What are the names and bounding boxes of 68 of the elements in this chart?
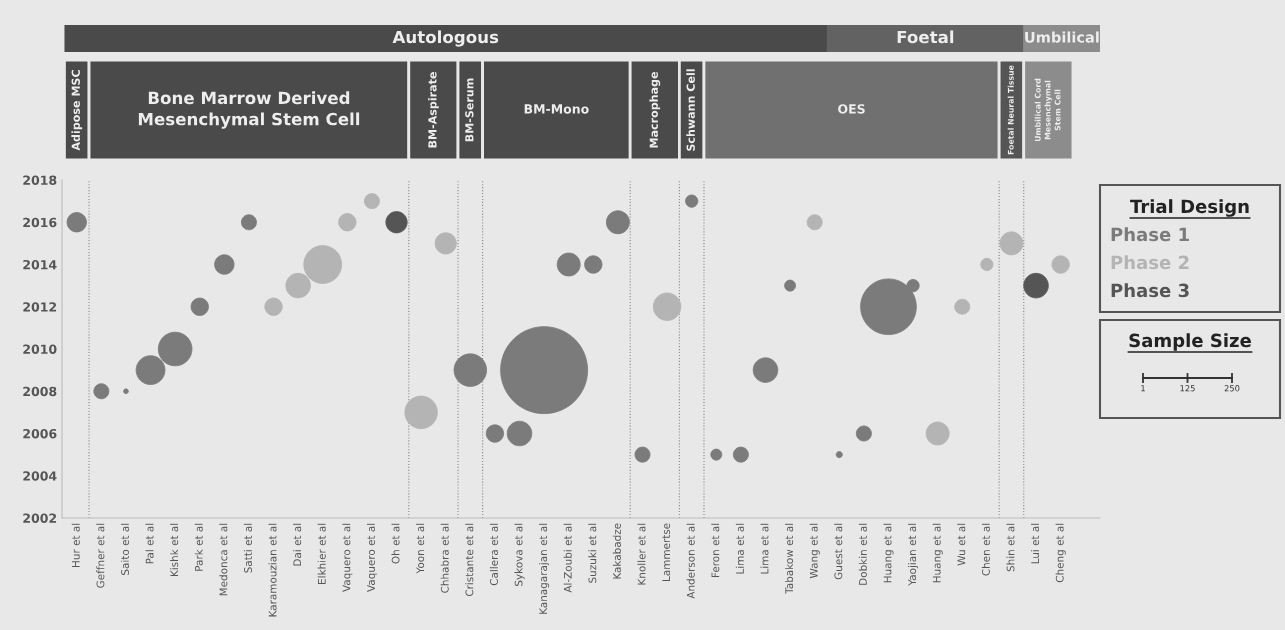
x-tick-label: Guest et al bbox=[834, 523, 843, 580]
y-tick-label: 2006 bbox=[23, 428, 57, 439]
x-tick-label: Dobkin et al bbox=[858, 523, 867, 585]
x-tick-label: Karamouzian et al bbox=[268, 523, 277, 617]
x-tick-label: Tabakow et al bbox=[785, 523, 794, 594]
text: Phase 3 bbox=[1111, 283, 1189, 298]
text: Adipose MSC bbox=[71, 70, 83, 151]
text: Macrophage bbox=[649, 71, 661, 148]
text: BM-Mono bbox=[524, 104, 589, 114]
x-tick-label: Sykova et al bbox=[514, 523, 525, 586]
x-tick-label: Anderson et al bbox=[686, 523, 695, 599]
y-tick-label: 2010 bbox=[23, 344, 57, 354]
x-tick-label: Lui et al bbox=[1031, 523, 1040, 564]
x-tick-label: Lima et al bbox=[760, 523, 769, 574]
text: OES bbox=[838, 104, 865, 114]
text: Phase 1 bbox=[1111, 227, 1189, 242]
x-tick-label: Geffner et al bbox=[96, 523, 105, 588]
x-tick-label: Lammertse bbox=[662, 523, 671, 581]
text: BM-Aspirate bbox=[428, 72, 439, 148]
x-tick-label: Medonca et al bbox=[219, 523, 228, 596]
x-tick-label: Shin et al bbox=[1006, 523, 1015, 572]
text: Schwann Cell bbox=[686, 69, 695, 151]
x-tick-label: Elkhier et al bbox=[317, 523, 326, 584]
y-tick-label: 2016 bbox=[23, 217, 57, 228]
y-tick-label: 2012 bbox=[23, 302, 57, 312]
x-tick-label: Lima et al bbox=[735, 523, 744, 574]
text: Bone Marrow Derived Mesenchymal Stem Cell bbox=[138, 91, 360, 129]
text: 125 bbox=[1180, 385, 1195, 392]
legend-title: Trial Design bbox=[1130, 199, 1249, 217]
x-tick-label: Knoller et al bbox=[637, 523, 646, 585]
text: 250 bbox=[1224, 385, 1240, 392]
x-tick-label: Vaquero et al bbox=[366, 523, 377, 592]
y-tick-label: 2002 bbox=[23, 513, 57, 523]
text: BM-Serum bbox=[465, 78, 474, 142]
x-tick-label: Al-Zoubi et al bbox=[563, 523, 572, 593]
y-tick-label: 2014 bbox=[23, 259, 57, 270]
x-tick-label: Dai et al bbox=[293, 523, 302, 566]
x-tick-label: Vaquero et al bbox=[342, 523, 353, 592]
y-tick-label: 2008 bbox=[23, 386, 57, 397]
x-tick-label: Kishk et al bbox=[170, 523, 179, 577]
x-tick-label: Wu et al bbox=[957, 523, 966, 566]
y-tick-label: 2004 bbox=[23, 471, 57, 481]
text: Sample Size bbox=[1129, 333, 1251, 351]
text: 1 bbox=[1141, 385, 1145, 392]
x-tick-label: Suzuki et al bbox=[588, 523, 597, 583]
x-tick-label: Cheng et al bbox=[1055, 523, 1066, 583]
x-tick-label: Kanagarajan et al bbox=[539, 523, 550, 614]
x-tick-label: Yoon et al bbox=[416, 523, 425, 574]
text: Autologous bbox=[392, 30, 499, 47]
x-tick-label: Wang et al bbox=[809, 523, 820, 579]
x-tick-label: Yaojian et al bbox=[908, 523, 919, 586]
x-tick-label: Satti et al bbox=[243, 523, 252, 573]
x-tick-label: Kakabadze bbox=[612, 523, 621, 579]
x-tick-label: Huang et al bbox=[883, 523, 894, 583]
x-tick-label: Hur et al bbox=[71, 523, 80, 567]
x-tick-label: Callera et al bbox=[489, 523, 498, 586]
x-tick-label: Chen et al bbox=[981, 523, 990, 576]
x-tick-label: Park et al bbox=[194, 523, 203, 571]
x-tick-label: Pal et al bbox=[145, 523, 154, 564]
x-tick-label: Chhabra et al bbox=[440, 523, 449, 593]
text: Umbilical bbox=[1025, 31, 1099, 43]
x-tick-label: Feron et al bbox=[711, 523, 720, 578]
x-tick-label: Cristante et al bbox=[465, 523, 474, 597]
x-tick-label: Saito et al bbox=[120, 523, 129, 575]
text: Foetal bbox=[897, 30, 954, 44]
y-tick-label: 2018 bbox=[23, 175, 57, 185]
x-tick-label: Huang et al bbox=[932, 523, 943, 583]
x-tick-label: Oh et al bbox=[391, 523, 400, 564]
